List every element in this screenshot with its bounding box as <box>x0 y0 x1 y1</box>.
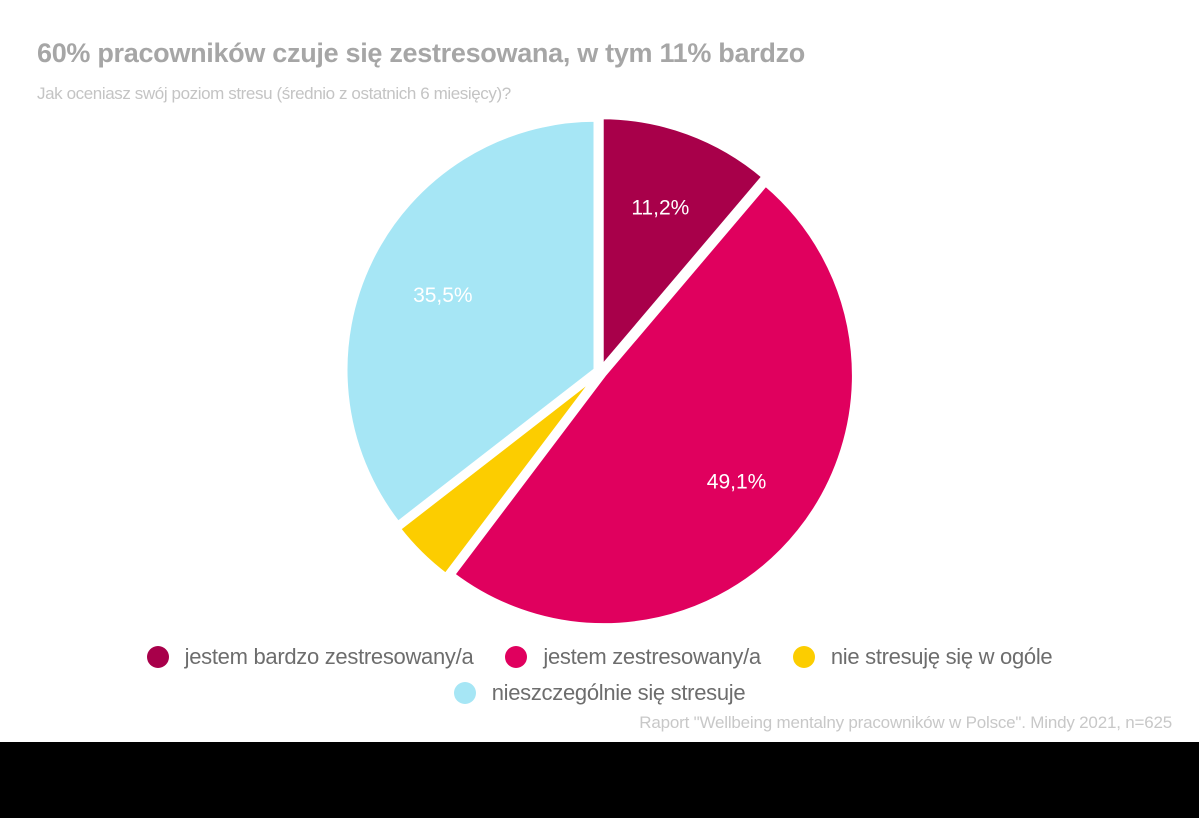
data-label: 35,5% <box>413 284 473 307</box>
legend-dot-icon <box>146 646 169 668</box>
chart-subtitle: Jak oceniasz swój poziom stresu (średnio… <box>37 84 511 103</box>
slice-not-stressed[interactable] <box>396 373 599 578</box>
slice-stressed[interactable] <box>450 181 856 628</box>
legend-dot-icon <box>505 646 528 668</box>
chart-title: 60% pracowników czuje się zestresowana, … <box>37 38 805 68</box>
slice-very-stressed[interactable] <box>599 115 767 373</box>
source-note: Raport "Wellbeing mentalny pracowników w… <box>639 713 1172 732</box>
legend-item-not-stressed[interactable]: nie stresuję się w ogóle <box>792 644 1053 670</box>
legend-item-stressed[interactable]: jestem zestresowany/a <box>505 644 761 670</box>
legend: jestem bardzo zestresowany/a jestem zest… <box>0 640 1199 712</box>
chart-canvas: 60% pracowników czuje się zestresowana, … <box>0 0 1199 742</box>
data-label: 49,1% <box>707 470 767 493</box>
legend-dot-icon <box>792 646 815 668</box>
slice-slightly-stressed[interactable] <box>343 117 598 526</box>
pie-chart: 11,2% 49,1% 35,5% <box>343 115 856 628</box>
legend-dot-icon <box>453 682 476 704</box>
legend-row-2: nieszczególnie się stresuje <box>0 676 1199 710</box>
legend-item-slightly-stressed[interactable]: nieszczególnie się stresuje <box>453 680 746 706</box>
legend-row-1: jestem bardzo zestresowany/a jestem zest… <box>0 640 1199 674</box>
data-label: 11,2% <box>631 197 689 220</box>
legend-item-very-stressed[interactable]: jestem bardzo zestresowany/a <box>146 644 474 670</box>
